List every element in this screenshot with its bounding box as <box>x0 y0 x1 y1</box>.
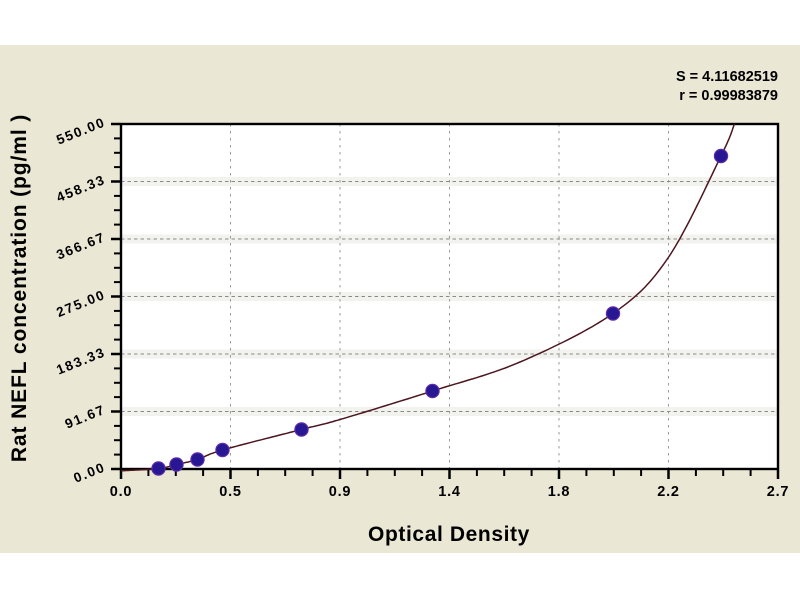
svg-text:Optical Density: Optical Density <box>368 523 530 546</box>
svg-text:0.9: 0.9 <box>329 484 352 500</box>
svg-text:1.8: 1.8 <box>548 484 571 500</box>
svg-text:0.0: 0.0 <box>110 484 133 500</box>
svg-text:r = 0.99983879: r = 0.99983879 <box>679 88 778 104</box>
svg-text:0.5: 0.5 <box>219 484 242 500</box>
svg-text:1.4: 1.4 <box>438 484 461 500</box>
svg-text:S = 4.11682519: S = 4.11682519 <box>676 69 778 85</box>
svg-text:Rat NEFL concentration (pg/ml: Rat NEFL concentration (pg/ml ) <box>8 114 31 462</box>
svg-text:2.2: 2.2 <box>657 484 680 500</box>
svg-text:2.7: 2.7 <box>767 484 790 500</box>
